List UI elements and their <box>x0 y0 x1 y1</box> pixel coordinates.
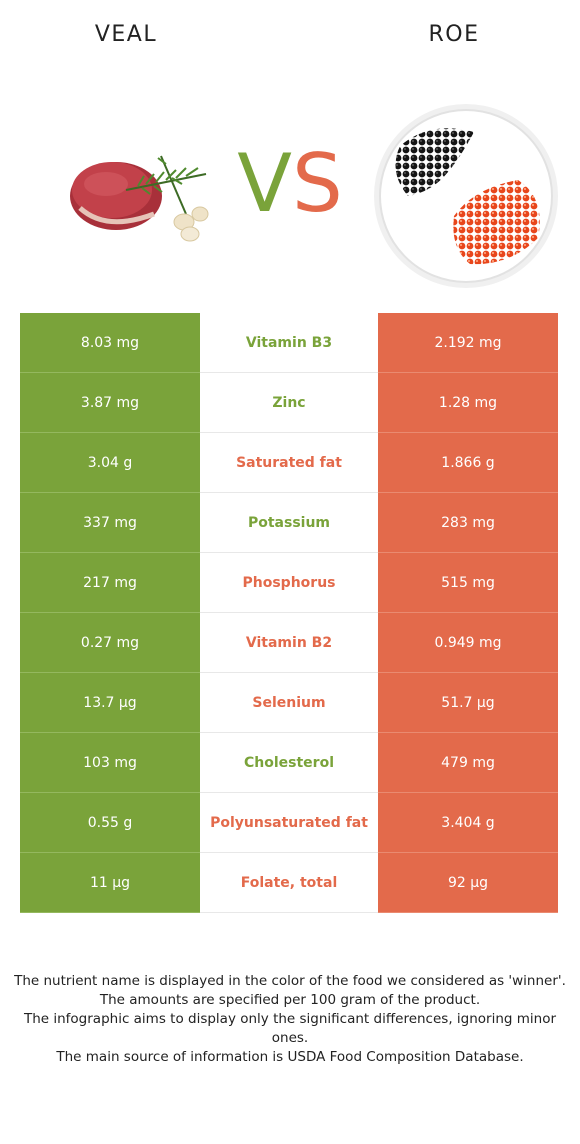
right-value: 92 µg <box>378 852 558 913</box>
nutrient-name: Phosphorus <box>200 552 378 613</box>
right-value: 3.404 g <box>378 792 558 853</box>
left-value: 103 mg <box>20 732 200 793</box>
right-value: 515 mg <box>378 552 558 613</box>
right-value: 51.7 µg <box>378 672 558 733</box>
nutrient-name: Zinc <box>200 372 378 433</box>
nutrient-name: Vitamin B2 <box>200 612 378 673</box>
right-value: 479 mg <box>378 732 558 793</box>
footer-line-1: The nutrient name is displayed in the co… <box>14 973 566 989</box>
footer-line-4: The main source of information is USDA F… <box>56 1049 524 1065</box>
nutrient-name: Folate, total <box>200 852 378 913</box>
footer-notes: The nutrient name is displayed in the co… <box>14 972 566 1067</box>
left-value: 0.27 mg <box>20 612 200 673</box>
comparison-row: 0.27 mg Vitamin B2 0.949 mg <box>20 612 558 673</box>
veal-image <box>70 155 209 242</box>
right-value: 1.866 g <box>378 432 558 493</box>
left-food-title: VEAL <box>94 22 158 47</box>
left-value: 217 mg <box>20 552 200 613</box>
comparison-row: 103 mg Cholesterol 479 mg <box>20 732 558 793</box>
footer-line-2: The amounts are specified per 100 gram o… <box>99 992 481 1008</box>
right-value: 2.192 mg <box>378 313 558 373</box>
nutrient-name: Selenium <box>200 672 378 733</box>
comparison-row: 3.87 mg Zinc 1.28 mg <box>20 372 558 433</box>
versus-label: VS <box>222 134 358 234</box>
comparison-row: 11 µg Folate, total 92 µg <box>20 852 558 913</box>
nutrient-name: Polyunsaturated fat <box>200 792 378 853</box>
nutrient-name: Vitamin B3 <box>200 313 378 373</box>
footer-line-3: The infographic aims to display only the… <box>23 1011 557 1046</box>
right-value: 0.949 mg <box>378 612 558 673</box>
left-value: 0.55 g <box>20 792 200 853</box>
left-value: 337 mg <box>20 492 200 553</box>
right-food-title: ROE <box>428 22 480 47</box>
left-value: 8.03 mg <box>20 313 200 373</box>
comparison-row: 3.04 g Saturated fat 1.866 g <box>20 432 558 493</box>
right-value: 283 mg <box>378 492 558 553</box>
left-value: 3.04 g <box>20 432 200 493</box>
nutrient-name: Cholesterol <box>200 732 378 793</box>
left-value: 11 µg <box>20 852 200 913</box>
comparison-table: 8.03 mg Vitamin B3 2.192 mg 3.87 mg Zinc 1.28… <box>20 313 558 913</box>
nutrient-name: Potassium <box>200 492 378 553</box>
comparison-row: 13.7 µg Selenium 51.7 µg <box>20 672 558 733</box>
comparison-row: 217 mg Phosphorus 515 mg <box>20 552 558 613</box>
right-value: 1.28 mg <box>378 372 558 433</box>
left-value: 13.7 µg <box>20 672 200 733</box>
comparison-row: 0.55 g Polyunsaturated fat 3.404 g <box>20 792 558 853</box>
roe-image <box>374 104 558 288</box>
nutrient-name: Saturated fat <box>200 432 378 493</box>
left-value: 3.87 mg <box>20 372 200 433</box>
comparison-row: 8.03 mg Vitamin B3 2.192 mg <box>20 313 558 373</box>
comparison-row: 337 mg Potassium 283 mg <box>20 492 558 553</box>
versus-v: V <box>237 137 292 230</box>
versus-s: S <box>291 137 343 230</box>
